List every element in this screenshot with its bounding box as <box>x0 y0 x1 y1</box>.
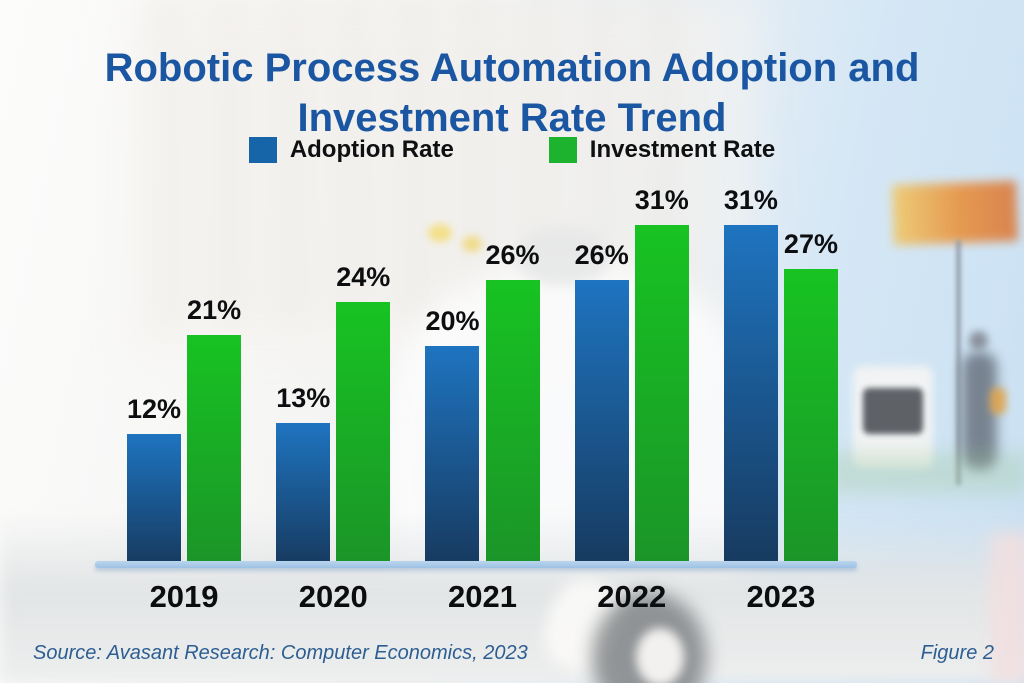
x-axis-line <box>95 561 857 568</box>
bar-group-2020: 13% 24% 2020 <box>276 262 390 614</box>
bar-group-2019: 12% 21% 2019 <box>127 295 241 614</box>
value-label-investment-rate-2022: 31% <box>634 185 689 215</box>
bar-adoption-rate-2022 <box>574 280 629 566</box>
bar-column-adoption-rate-2019: 12% <box>127 394 181 566</box>
legend-label-investment: Investment Rate <box>589 136 776 163</box>
bar-group-2021: 20% 26% 2021 <box>425 240 540 614</box>
pedestrian-bag <box>990 388 1006 414</box>
category-label-2021: 2021 <box>448 579 517 614</box>
value-label-investment-rate-2021: 26% <box>485 240 540 270</box>
category-label-2020: 2020 <box>298 579 368 614</box>
bar-group-2022: 26% 31% 2022 <box>575 185 689 614</box>
value-label-adoption-rate-2019: 12% <box>127 394 182 424</box>
billboard <box>891 180 1019 246</box>
bar-adoption-rate-2019 <box>127 434 182 566</box>
value-label-adoption-rate-2023: 31% <box>723 185 778 215</box>
chart-legend: Adoption Rate Investment Rate <box>0 136 1024 164</box>
bar-adoption-rate-2023 <box>723 225 778 566</box>
bar-column-investment-rate-2019: 21% <box>187 295 241 566</box>
bar-column-adoption-rate-2023: 31% <box>724 185 778 566</box>
legend-item-investment-rate: Investment Rate <box>548 136 776 164</box>
legend-item-adoption-rate: Adoption Rate <box>248 136 454 164</box>
bar-adoption-rate-2021 <box>425 346 480 566</box>
bar-adoption-rate-2020 <box>276 423 331 566</box>
delivery-robot-small <box>853 366 933 468</box>
figure-label: Figure 2 <box>920 642 994 664</box>
bar-column-investment-rate-2023: 27% <box>784 229 838 566</box>
chart-title: Robotic Process Automation Adoption and … <box>0 43 1024 143</box>
bar-investment-rate-2021 <box>485 280 540 566</box>
value-label-adoption-rate-2021: 20% <box>425 306 480 336</box>
value-label-investment-rate-2019: 21% <box>187 295 242 325</box>
value-label-adoption-rate-2020: 13% <box>276 383 331 413</box>
value-label-investment-rate-2020: 24% <box>336 262 391 292</box>
legend-swatch-adoption <box>248 137 277 163</box>
billboard-pole <box>956 240 961 485</box>
pedestrian-head <box>969 331 988 350</box>
pedestrian <box>962 352 997 470</box>
bar-group-2023: 31% 27% 2023 <box>724 185 838 614</box>
grass-strip <box>828 452 1024 494</box>
legend-label-adoption: Adoption Rate <box>289 136 454 163</box>
bar-column-adoption-rate-2022: 26% <box>575 240 629 566</box>
wheel-hub <box>636 628 684 683</box>
bar-column-investment-rate-2020: 24% <box>336 262 390 566</box>
value-label-investment-rate-2023: 27% <box>783 229 838 259</box>
chart-title-line2: Investment Rate Trend <box>297 95 727 140</box>
bar-investment-rate-2022 <box>634 225 689 566</box>
value-label-adoption-rate-2022: 26% <box>574 240 629 270</box>
bar-chart: 12% 21% 2019 13% 24% 2020 20% 26% 2021 26% 31% 2022… <box>127 185 838 614</box>
category-label-2023: 2023 <box>746 579 816 614</box>
background-pink-edge <box>990 533 1024 683</box>
bar-investment-rate-2019 <box>187 335 242 566</box>
legend-swatch-investment <box>548 137 577 163</box>
bar-column-adoption-rate-2021: 20% <box>425 306 479 566</box>
chart-title-line1: Robotic Process Automation Adoption and <box>104 45 920 90</box>
bar-column-adoption-rate-2020: 13% <box>276 383 330 566</box>
source-note: Source: Avasant Research: Computer Econo… <box>33 642 528 664</box>
bar-column-investment-rate-2022: 31% <box>635 185 689 566</box>
category-label-2019: 2019 <box>149 579 219 614</box>
category-label-2022: 2022 <box>597 579 667 614</box>
bar-investment-rate-2023 <box>783 269 838 566</box>
bar-investment-rate-2020 <box>336 302 391 566</box>
bar-column-investment-rate-2021: 26% <box>485 240 540 566</box>
delivery-robot-small-window <box>863 388 923 434</box>
